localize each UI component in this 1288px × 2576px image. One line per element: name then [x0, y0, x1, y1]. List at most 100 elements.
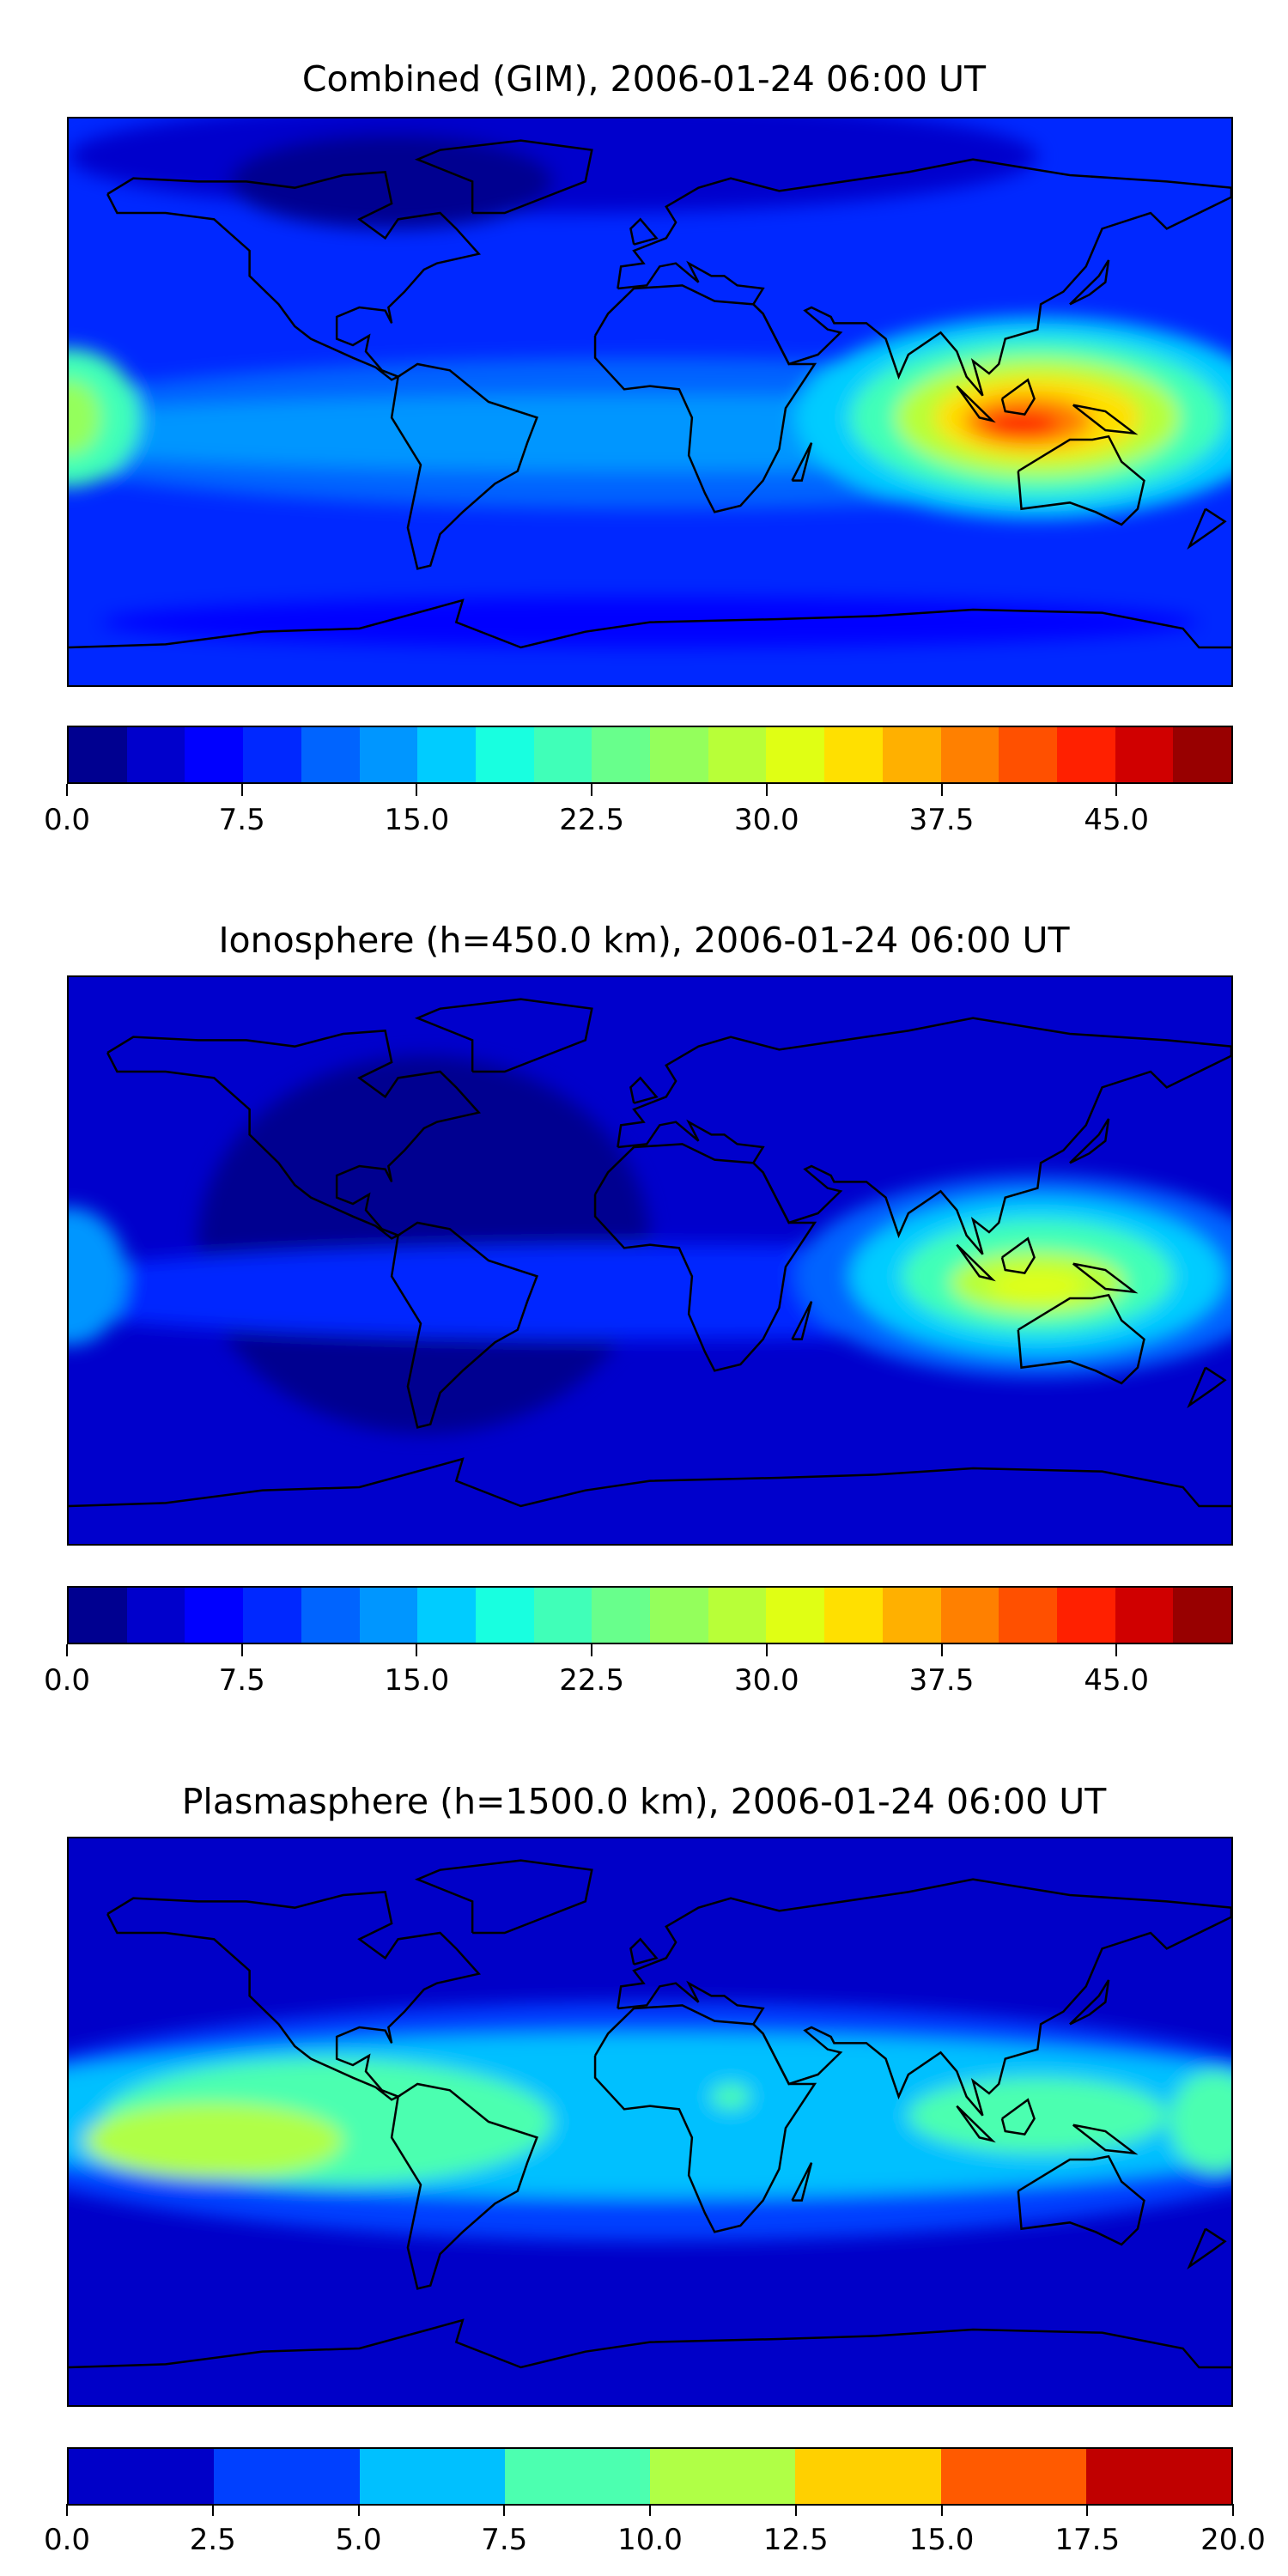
colorbar [67, 2447, 1233, 2506]
colorbar-tick [240, 1644, 243, 1656]
colorbar-segment [708, 1588, 767, 1643]
field-contours [69, 1055, 1231, 1434]
colorbar-segment [126, 727, 185, 782]
colorbar-segment [301, 1588, 360, 1643]
map-svg [69, 1838, 1231, 2405]
colorbar-tick [416, 1644, 418, 1656]
colorbar-segment [1056, 1588, 1115, 1643]
coastline [617, 160, 1231, 396]
colorbar-segment [417, 1588, 476, 1643]
colorbar-ticks: 0.0 7.5 15.0 22.5 30.0 37.5 45.0 [44, 784, 1233, 837]
coastline [617, 1018, 1231, 1255]
colorbar-tick [940, 1644, 943, 1656]
colorbar-tick [1232, 2504, 1234, 2516]
colorbar-segment [504, 2449, 650, 2504]
map-ionosphere [67, 975, 1233, 1546]
colorbar-segment [650, 2449, 796, 2504]
colorbar-segment [650, 1588, 708, 1643]
colorbar-tick-label: 0.0 [43, 2523, 91, 2557]
colorbar-tick [66, 784, 68, 796]
map-combined [67, 117, 1233, 687]
colorbar-tick [794, 2504, 797, 2516]
colorbar-segment [69, 1588, 127, 1643]
contour-region [230, 134, 554, 229]
coastline [1073, 1264, 1134, 1292]
contour-region [982, 411, 1060, 437]
colorbar-tick [66, 1644, 68, 1656]
colorbar-tick [940, 2504, 943, 2516]
coastline [69, 1459, 1231, 1506]
colorbar-segment [766, 1588, 825, 1643]
coastline [1073, 405, 1134, 434]
colorbar-tick [940, 784, 943, 796]
coastline [1070, 1119, 1109, 1163]
colorbar-tick-label: 37.5 [908, 803, 975, 837]
colorbar-segment [185, 727, 244, 782]
coastline [957, 2106, 992, 2141]
coastline [630, 1078, 656, 1103]
colorbar-tick-label: 45.0 [1084, 1663, 1150, 1698]
colorbar-segment [359, 1588, 418, 1643]
panel-title: Plasmasphere (h=1500.0 km), 2006-01-24 0… [181, 1781, 1107, 1822]
field-contours [69, 2002, 1231, 2242]
coastline [1189, 1368, 1224, 1406]
colorbar-tick [503, 2504, 506, 2516]
colorbar-segment [69, 2449, 215, 2504]
coastline [1018, 2156, 1145, 2245]
colorbar-segment [1173, 727, 1232, 782]
colorbar-tick-label: 10.0 [617, 2523, 683, 2557]
coastline [1002, 2099, 1035, 2134]
colorbar-segment [882, 1588, 941, 1643]
coastline [1073, 2125, 1134, 2154]
colorbar-tick [357, 2504, 360, 2516]
contour-region [1170, 2071, 1231, 2172]
colorbar-segment [1085, 2449, 1231, 2504]
colorbar-tick-label: 37.5 [908, 1663, 975, 1698]
colorbar-segment [126, 1588, 185, 1643]
colorbar-segment [592, 1588, 651, 1643]
colorbar-ticks: 0.0 7.5 15.0 22.5 30.0 37.5 45.0 [44, 1644, 1233, 1698]
colorbar-segment [1173, 1588, 1232, 1643]
colorbar-tick-label: 15.0 [384, 1663, 450, 1698]
coastline [1189, 509, 1224, 547]
colorbar-tick [765, 1644, 768, 1656]
colorbar-segment [1115, 727, 1174, 782]
colorbar-tick-label: 15.0 [384, 803, 450, 837]
colorbar-segment [475, 727, 534, 782]
colorbar-tick-label: 2.5 [189, 2523, 236, 2557]
colorbar-tick-label: 7.5 [481, 2523, 528, 2557]
colorbar-tick [1086, 2504, 1089, 2516]
panel-title: Ionosphere (h=450.0 km), 2006-01-24 06:0… [218, 920, 1070, 961]
contour-region [69, 380, 101, 456]
colorbar-segment [417, 727, 476, 782]
colorbar-tick [416, 784, 418, 796]
colorbar-tick-label: 7.5 [218, 803, 265, 837]
colorbar-segment [1115, 1588, 1174, 1643]
colorbar-segment [69, 727, 127, 782]
colorbar-segment [592, 727, 651, 782]
coastline [392, 1223, 537, 1427]
colorbar-tick-label: 22.5 [559, 803, 624, 837]
colorbar-tick-label: 0.0 [43, 803, 91, 837]
coastline [107, 1030, 479, 1238]
coastline [1018, 436, 1145, 525]
coastline [957, 1245, 992, 1279]
coastline [792, 2163, 811, 2201]
colorbar-segment [940, 727, 999, 782]
coastline [595, 2005, 815, 2232]
contour-region [908, 2077, 1167, 2154]
coastline [417, 141, 592, 213]
colorbar-segment [475, 1588, 534, 1643]
coastline [792, 443, 811, 481]
coastline [107, 1892, 479, 2099]
colorbar-tick [66, 2504, 68, 2516]
coastline [792, 1302, 811, 1340]
colorbar-segment [882, 727, 941, 782]
colorbar-segment [824, 1588, 883, 1643]
coastline [1070, 1980, 1109, 2024]
coastline [1189, 2229, 1224, 2267]
coastline [1002, 1238, 1035, 1273]
coastline [957, 386, 992, 421]
colorbar-segment [243, 1588, 301, 1643]
coastline [595, 285, 815, 512]
